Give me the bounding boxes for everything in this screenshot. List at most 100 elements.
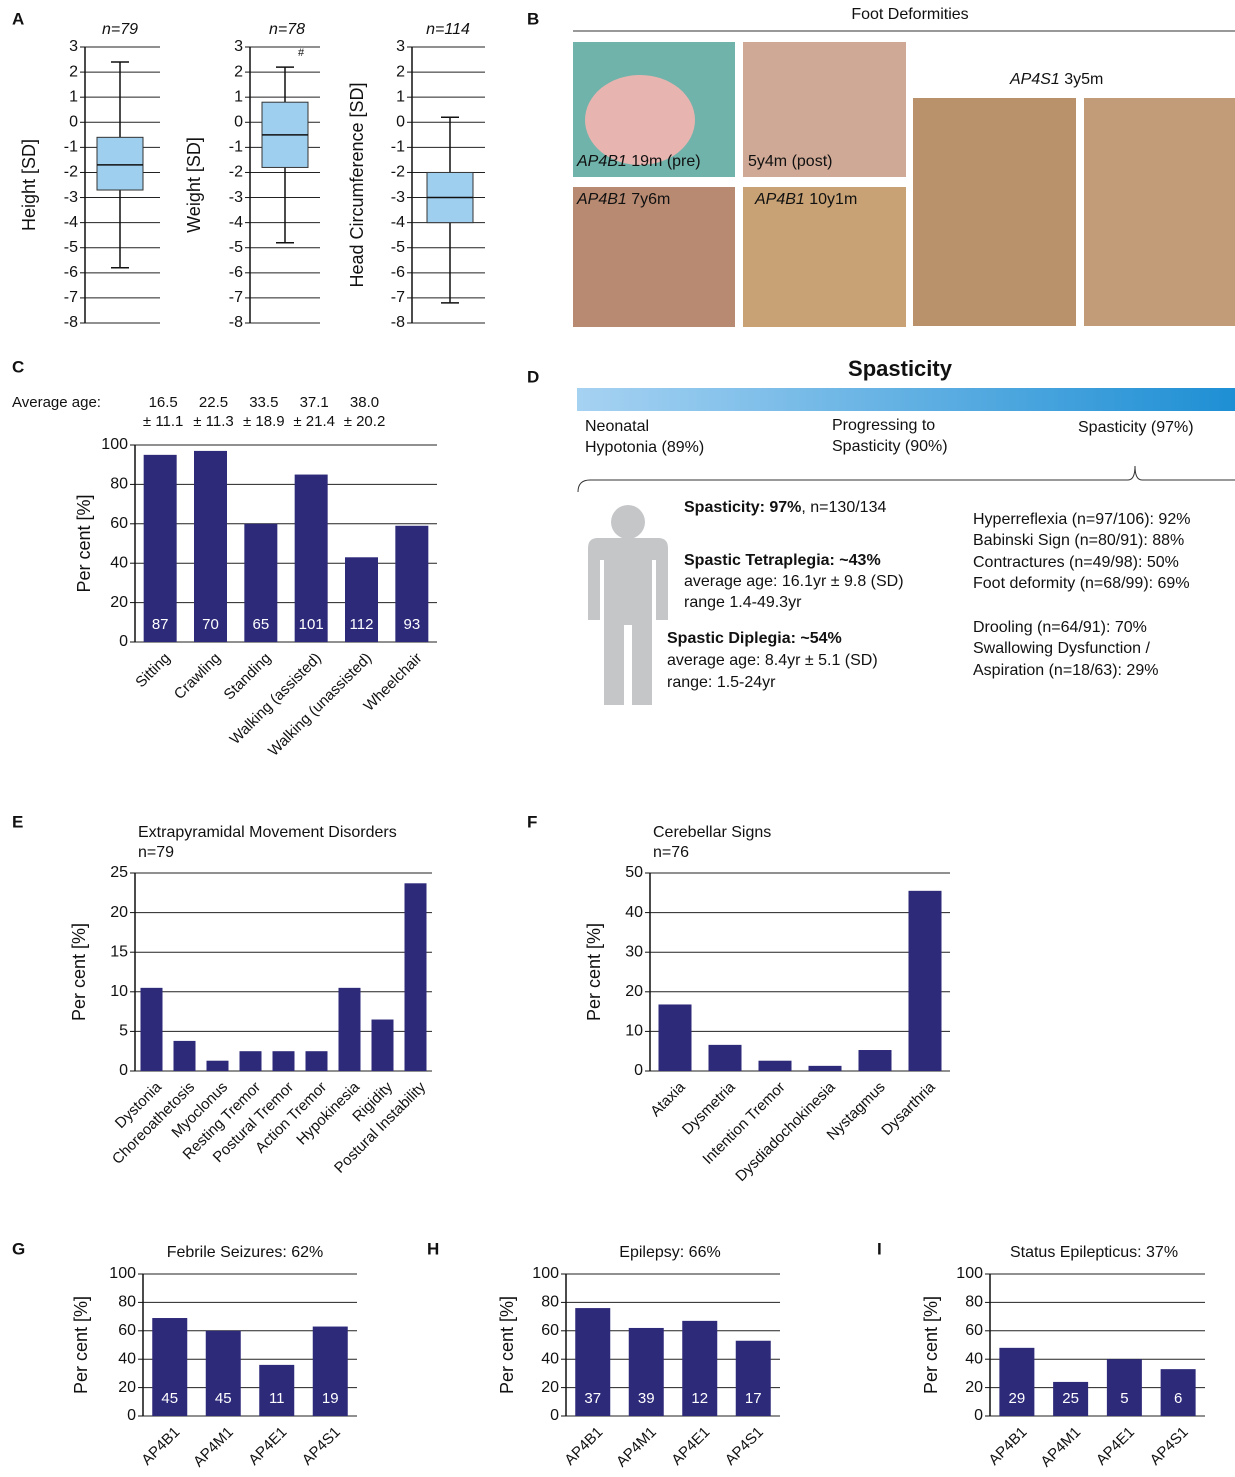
photo-caption: 5y4m (post)	[748, 153, 832, 170]
y-tick-label: -5	[229, 239, 243, 256]
bar	[152, 1318, 188, 1416]
bar	[808, 1065, 842, 1071]
panel-title: Spasticity	[848, 356, 953, 381]
y-tick-label: 60	[110, 515, 128, 532]
bar	[305, 1051, 328, 1071]
bar	[244, 523, 278, 642]
y-tick-label: -3	[391, 189, 405, 206]
bar	[272, 1051, 295, 1071]
n-label: 11	[269, 1390, 285, 1407]
y-tick-label: 40	[110, 554, 128, 571]
gene: AP4B1	[754, 191, 805, 208]
bar	[1106, 1359, 1142, 1416]
chart-title: n=78	[269, 21, 305, 38]
bar	[206, 1060, 229, 1071]
y-tick-label: 80	[541, 1294, 559, 1311]
y-tick-label: -4	[391, 214, 405, 231]
n-label: 93	[403, 616, 420, 633]
photo-caption: AP4S1 3y5m	[1009, 71, 1103, 88]
bar	[658, 1004, 692, 1071]
panel-label: I	[877, 1239, 882, 1258]
bar	[758, 1060, 792, 1071]
y-tick-label: 30	[625, 943, 643, 960]
bar	[575, 1308, 611, 1416]
y-tick-label: 25	[110, 864, 128, 881]
y-tick-label: -6	[229, 264, 243, 281]
y-tick-label: 5	[119, 1023, 128, 1040]
y-axis-label: Head Circumference [SD]	[347, 82, 367, 287]
chart-title: Cerebellar Signs	[653, 824, 771, 841]
age: 7y6m	[627, 191, 671, 208]
sign: Foot deformity (n=68/99): 69%	[973, 575, 1190, 592]
x-tick-label: AP4M1	[613, 1424, 660, 1471]
sign: Contractures (n=49/98): 50%	[973, 554, 1179, 571]
y-tick-label: 2	[69, 63, 78, 80]
bar	[345, 557, 378, 642]
n-label: 87	[152, 616, 169, 633]
sign: Hyperreflexia (n=97/106): 92%	[973, 511, 1190, 528]
bar	[404, 883, 427, 1071]
y-axis-label: Per cent [%]	[69, 923, 89, 1021]
n-label: 45	[215, 1390, 232, 1407]
n-label: 101	[299, 616, 324, 633]
n-label: 39	[638, 1390, 655, 1407]
bar	[735, 1340, 771, 1416]
chart-title: Febrile Seizures: 62%	[167, 1244, 324, 1261]
x-tick-label: AP4B1	[985, 1424, 1030, 1469]
n-label: 70	[202, 616, 219, 633]
age: 19m (pre)	[627, 153, 701, 170]
summary-bold: Spasticity: 97%	[684, 499, 801, 516]
y-tick-label: -5	[64, 239, 78, 256]
y-tick-label: -3	[229, 189, 243, 206]
y-tick-label: 0	[634, 1062, 643, 1079]
y-tick-label: 0	[974, 1407, 983, 1424]
y-tick-label: 80	[118, 1294, 136, 1311]
average-age: 37.1	[300, 394, 329, 411]
y-axis-label: Per cent [%]	[921, 1296, 941, 1394]
y-tick-label: 100	[956, 1265, 983, 1282]
y-tick-label: 50	[625, 864, 643, 881]
bar	[239, 1051, 262, 1071]
n-label: 17	[745, 1390, 762, 1407]
photo	[913, 98, 1076, 326]
y-tick-label: 0	[119, 1062, 128, 1079]
x-tick-label: Crawling	[171, 650, 224, 703]
annotation: #	[298, 47, 305, 59]
n-label: 6	[1174, 1390, 1182, 1407]
y-tick-label: 60	[118, 1322, 136, 1339]
y-tick-label: -7	[391, 289, 405, 306]
n-label: 12	[691, 1390, 708, 1407]
x-tick-label: Ataxia	[647, 1078, 689, 1120]
box	[96, 136, 144, 191]
y-tick-label: -2	[391, 164, 405, 181]
photo	[743, 42, 906, 177]
y-tick-label: -8	[64, 314, 78, 331]
average-age-sd: ± 11.1	[143, 413, 183, 430]
y-tick-label: 40	[625, 904, 643, 921]
bar	[143, 454, 177, 642]
bar	[908, 890, 942, 1071]
average-age: 22.5	[199, 394, 228, 411]
bar	[858, 1050, 892, 1071]
panel-label: C	[12, 357, 24, 376]
x-tick-label: Walking (assisted)	[227, 650, 325, 748]
stage-line: Spasticity (90%)	[832, 438, 948, 455]
stage-line: Hypotonia (89%)	[585, 439, 704, 456]
stage-line: Neonatal	[585, 418, 649, 435]
x-tick-label: AP4S1	[299, 1424, 344, 1469]
n-label: 19	[322, 1390, 339, 1407]
panel-label: G	[12, 1239, 25, 1258]
age: 3y5m	[1060, 71, 1104, 88]
y-tick-label: 1	[69, 88, 78, 105]
panel-title: Foot Deformities	[851, 6, 968, 23]
average-age: 33.5	[249, 394, 278, 411]
bar	[205, 1330, 241, 1416]
y-tick-label: -1	[391, 139, 405, 156]
photo-caption: AP4B1 19m (pre)	[576, 153, 701, 170]
y-tick-label: -8	[229, 314, 243, 331]
n-label: 45	[161, 1390, 178, 1407]
gene: AP4B1	[576, 191, 627, 208]
stage-label: Spasticity (97%)	[1078, 419, 1194, 436]
y-tick-label: -3	[64, 189, 78, 206]
